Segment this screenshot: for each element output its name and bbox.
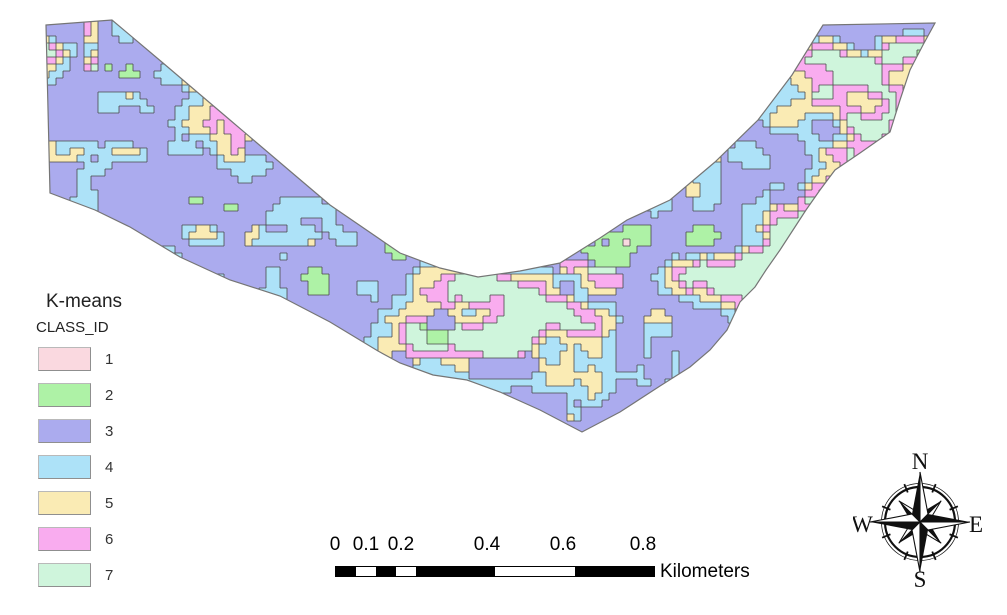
legend-swatch-7 <box>38 563 91 587</box>
legend-item: 7 <box>38 563 113 587</box>
legend-item-label: 6 <box>105 530 114 548</box>
legend-subtitle: CLASS_ID <box>36 319 109 336</box>
scalebar-bar <box>335 566 655 577</box>
scalebar-segment <box>375 567 396 576</box>
scalebar-segment <box>336 567 356 576</box>
scalebar-tick: 0.4 <box>473 534 501 555</box>
legend-swatch-4 <box>38 455 91 479</box>
legend-item-label: 3 <box>105 422 114 440</box>
compass-north-label: N <box>912 449 929 474</box>
legend-item: 6 <box>38 527 113 551</box>
compass-west-label: W <box>853 512 873 537</box>
legend-item: 1 <box>38 347 113 371</box>
legend-item: 3 <box>38 419 113 443</box>
compass-rose-icon: N S E W <box>853 449 983 592</box>
compass-east-label: E <box>969 512 983 537</box>
scalebar-segment <box>495 567 575 576</box>
legend-swatch-2 <box>38 383 91 407</box>
legend-item: 4 <box>38 455 113 479</box>
scalebar-tick: 0.1 <box>352 534 380 555</box>
scalebar-tick: 0.8 <box>629 534 657 555</box>
region-boundary <box>45 19 937 433</box>
compass-star <box>869 471 971 573</box>
legend: 1 2 3 4 5 6 7 <box>38 347 113 599</box>
scalebar-segment <box>355 567 376 576</box>
raster-cells <box>46 20 935 432</box>
scalebar-segment <box>395 567 416 576</box>
scalebar-segment <box>415 567 495 576</box>
legend-item: 2 <box>38 383 113 407</box>
legend-item-label: 2 <box>105 386 114 404</box>
legend-item-label: 4 <box>105 458 114 476</box>
legend-swatch-6 <box>38 527 91 551</box>
scalebar-tick: 0.2 <box>387 534 415 555</box>
legend-swatch-1 <box>38 347 91 371</box>
scalebar-tick: 0 <box>329 534 341 555</box>
legend-title: K-means <box>46 291 123 312</box>
scalebar-segment <box>574 567 654 576</box>
legend-item-label: 1 <box>105 350 114 368</box>
legend-item-label: 5 <box>105 494 114 512</box>
legend-item: 5 <box>38 491 113 515</box>
compass-south-label: S <box>914 567 927 592</box>
scalebar-tick: 0.6 <box>549 534 577 555</box>
scalebar-unit-label: Kilometers <box>660 561 750 582</box>
legend-item-label: 7 <box>105 566 114 584</box>
legend-swatch-3 <box>38 419 91 443</box>
legend-swatch-5 <box>38 491 91 515</box>
